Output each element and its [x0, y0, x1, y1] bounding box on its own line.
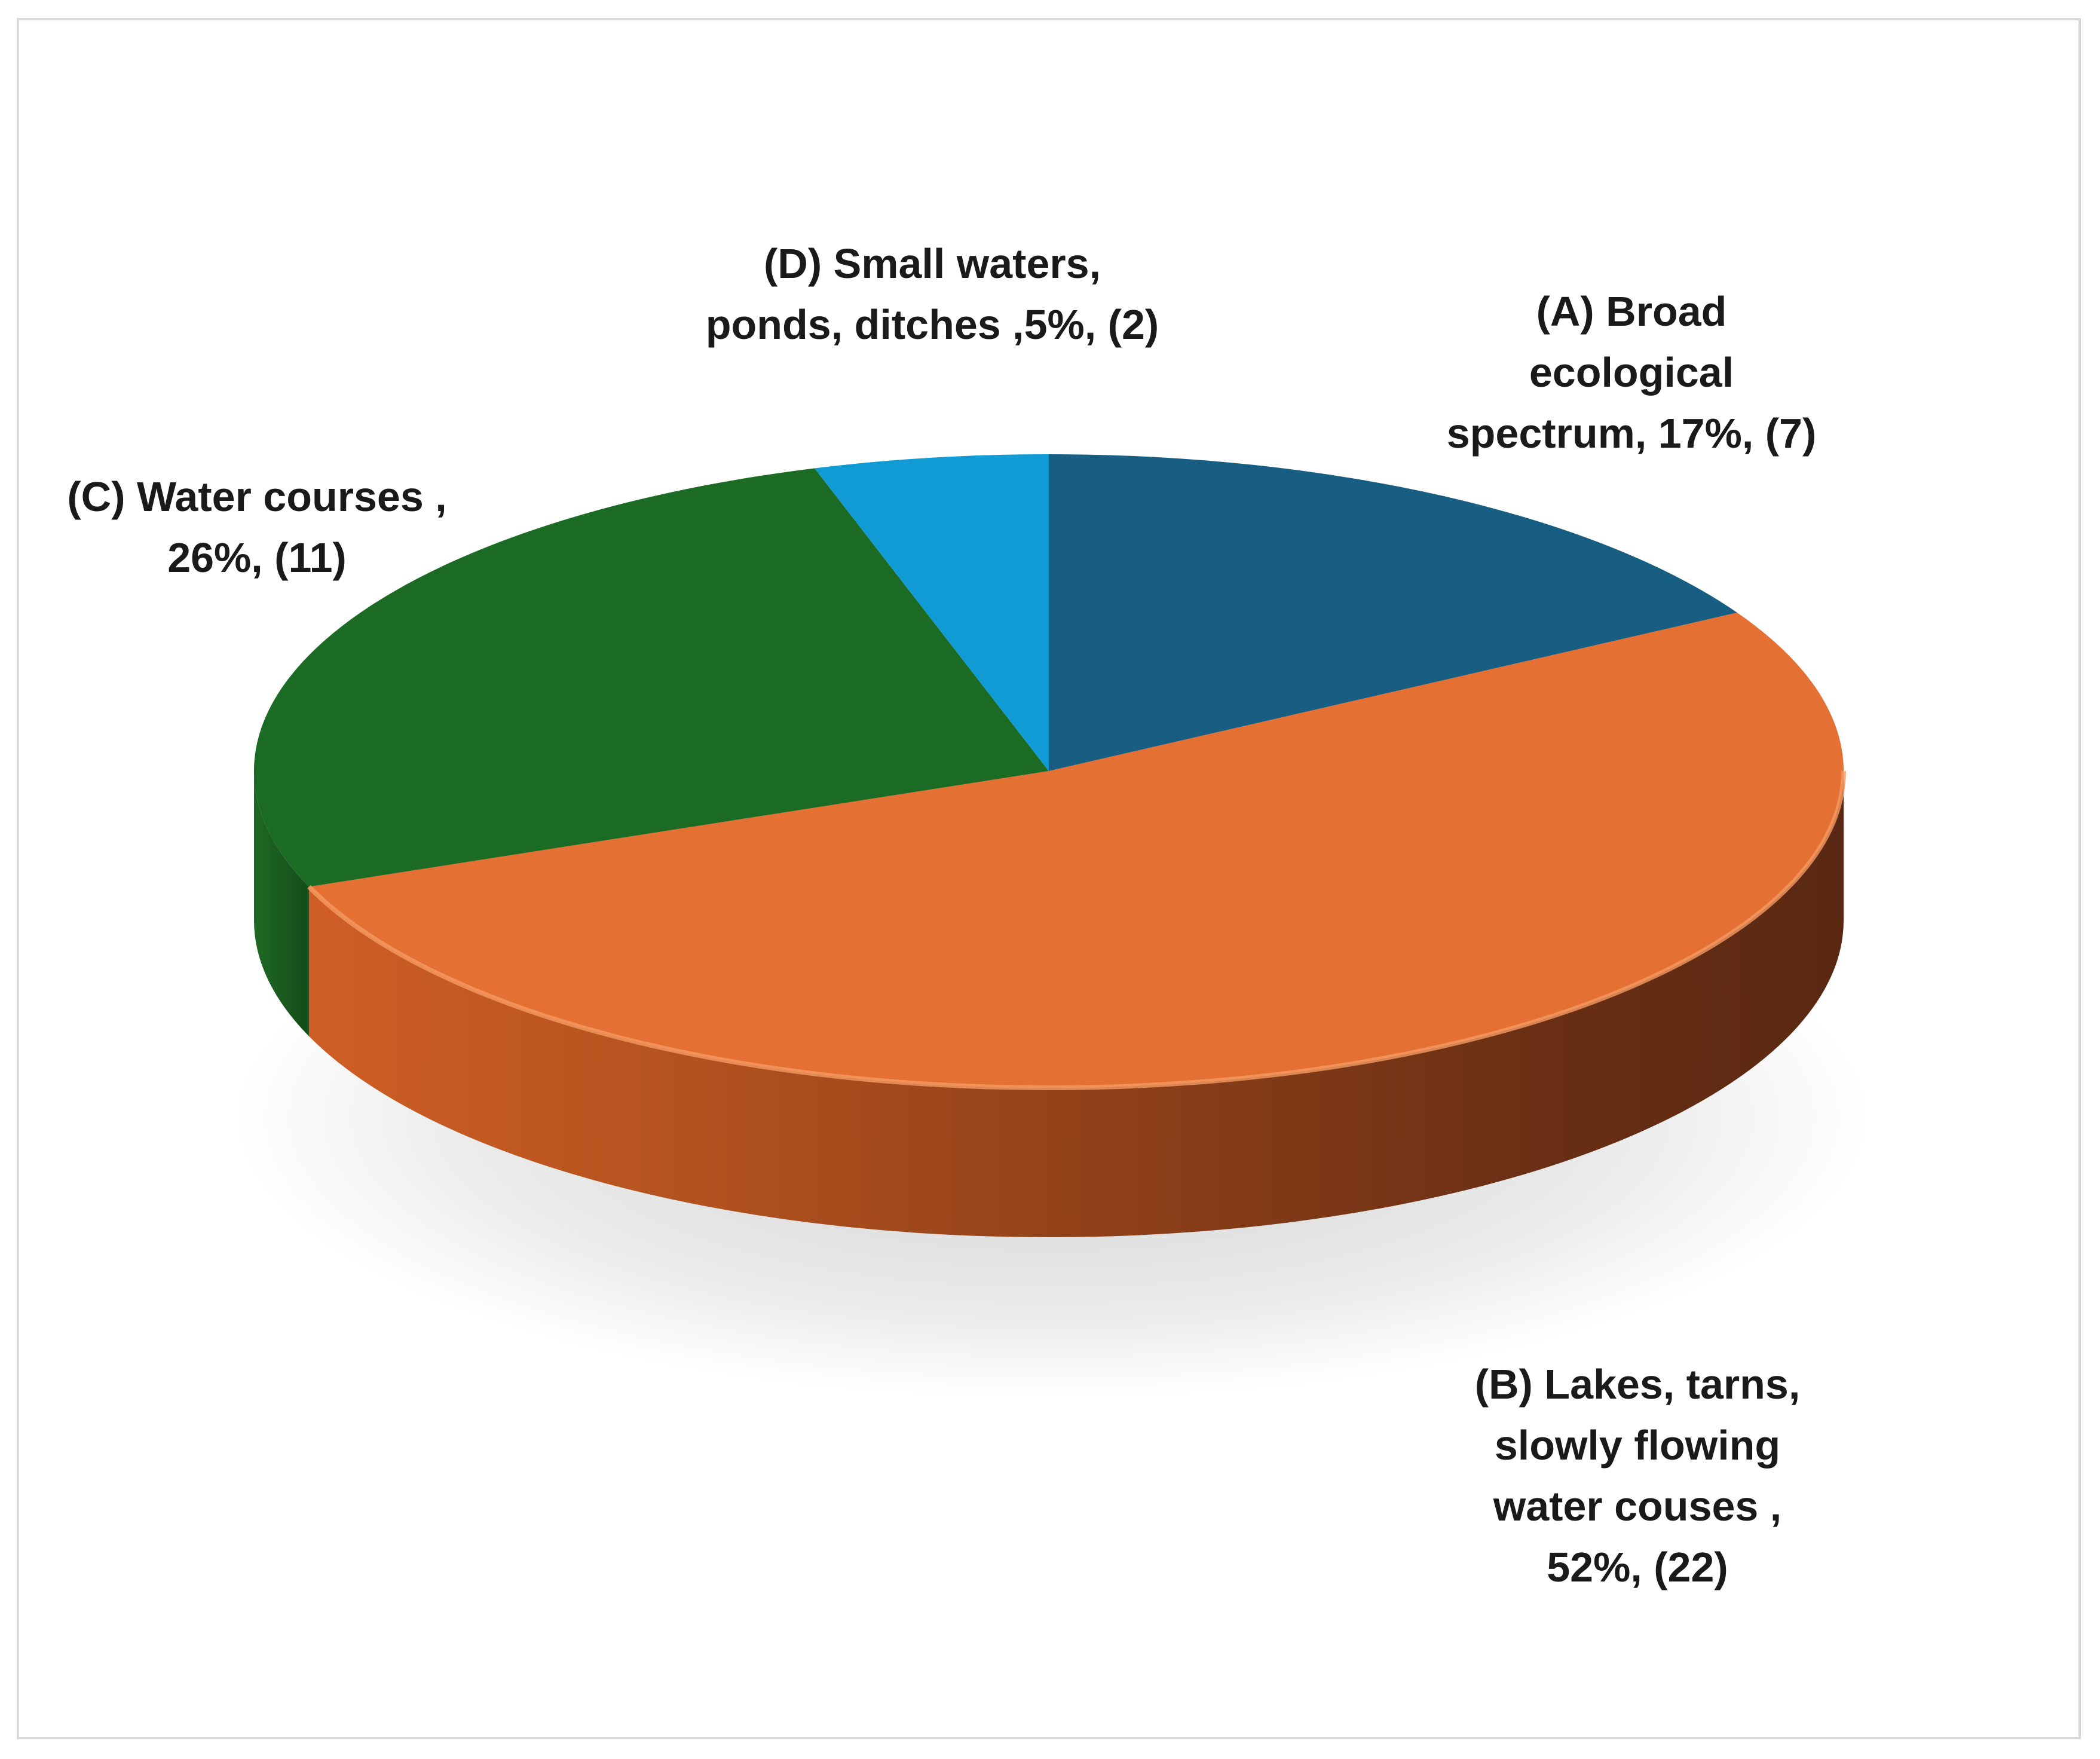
label-slice-d-line-2: ponds, ditches ,5%, (2) — [705, 301, 1159, 348]
label-slice-a: (A) Broad ecological spectrum, 17%, (7) — [1422, 281, 1841, 464]
pie-slice-a — [1049, 454, 1737, 771]
pie-side-b — [308, 771, 1844, 1238]
pie-slice-d — [815, 454, 1049, 771]
label-slice-d: (D) Small waters, ponds, ditches ,5%, (2… — [675, 233, 1189, 355]
label-slice-d-line-1: (D) Small waters, — [763, 240, 1101, 287]
pie-slice-b — [308, 613, 1844, 1088]
label-slice-b-line-1: (B) Lakes, tarns, — [1474, 1361, 1801, 1408]
label-slice-a-line-2: ecological — [1529, 349, 1734, 396]
label-slice-c-line-1: (C) Water courses , — [67, 473, 447, 520]
pie-slice-c — [253, 468, 1049, 887]
label-slice-b-line-3: water couses , — [1493, 1483, 1782, 1529]
label-slice-a-line-1: (A) Broad — [1536, 288, 1727, 335]
label-slice-a-line-3: spectrum, 17%, (7) — [1446, 410, 1817, 457]
label-slice-c: (C) Water courses , 26%, (11) — [36, 466, 478, 588]
label-slice-b-line-2: slowly flowing — [1494, 1422, 1781, 1469]
label-slice-b: (B) Lakes, tarns, slowly flowing water c… — [1416, 1354, 1859, 1598]
label-slice-b-line-4: 52%, (22) — [1547, 1544, 1728, 1590]
pie-side-c — [254, 771, 309, 1036]
pie-rim-highlight — [307, 770, 1846, 1090]
label-slice-c-line-2: 26%, (11) — [167, 534, 347, 581]
